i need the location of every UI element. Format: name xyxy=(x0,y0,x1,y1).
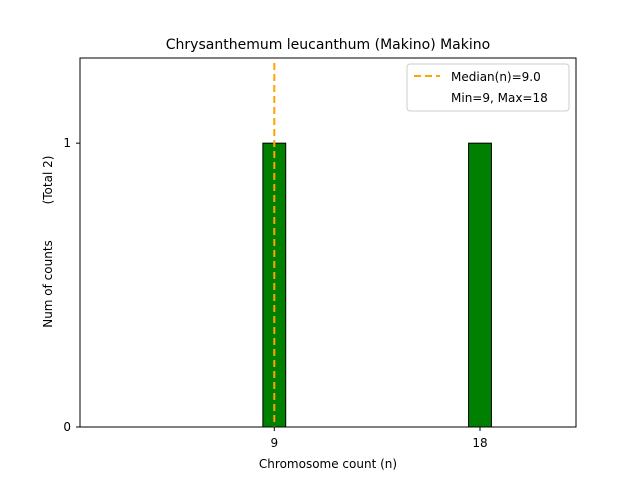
y-ticks: 01 xyxy=(63,136,80,434)
legend-box xyxy=(406,63,570,112)
legend: Median(n)=9.0 Min=9, Max=18 xyxy=(406,63,570,112)
y-axis-total-label: (Total 2) xyxy=(41,156,55,205)
x-ticks: 9 18 xyxy=(270,427,488,450)
plot-background xyxy=(80,58,576,427)
y-tick-label: 0 xyxy=(63,420,71,434)
y-tick-label: 1 xyxy=(63,136,71,150)
x-tick-label: 9 xyxy=(270,436,278,450)
legend-minmax-label: Min=9, Max=18 xyxy=(451,91,548,105)
bars xyxy=(262,142,492,428)
plot-area: 9 18 01 xyxy=(63,57,577,450)
x-axis-label: Chromosome count (n) xyxy=(259,457,397,471)
x-tick-label: 18 xyxy=(472,436,487,450)
bar xyxy=(468,142,492,428)
y-axis-label: Num of counts xyxy=(41,240,55,328)
legend-median-label: Median(n)=9.0 xyxy=(451,70,541,84)
chart-title: Chrysanthemum leucanthum (Makino) Makino xyxy=(166,37,490,53)
plot-frame xyxy=(79,57,577,428)
